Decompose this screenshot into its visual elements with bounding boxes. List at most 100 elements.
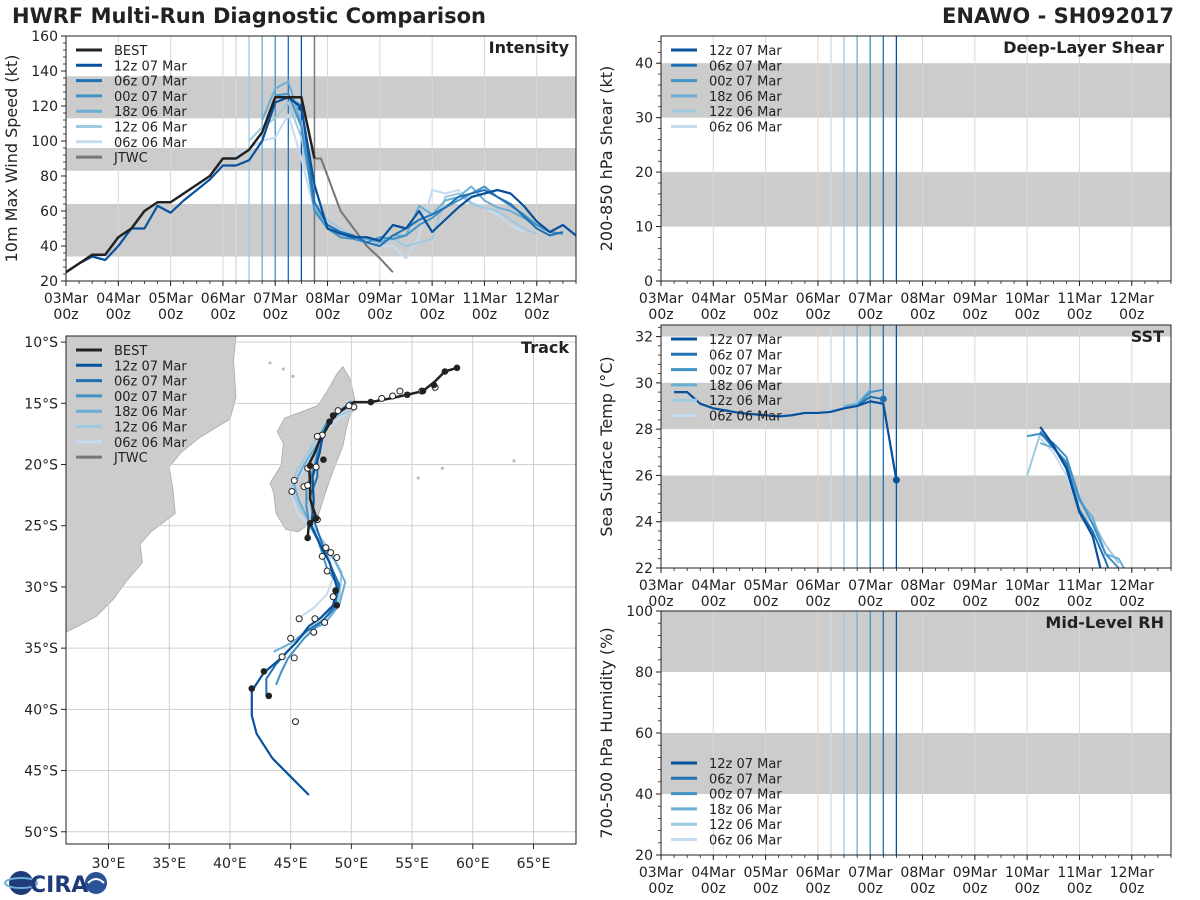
legend-label: 06z 06 Mar <box>709 834 782 849</box>
legend-label: 00z 07 Mar <box>709 364 782 379</box>
x-tick-label-hour: 00z <box>910 307 935 323</box>
x-tick-label-date: 09Mar <box>358 291 402 307</box>
island <box>416 476 420 480</box>
x-tick-label-date: 05Mar <box>743 578 787 594</box>
track-filled-marker <box>419 387 427 395</box>
x-tick-label-hour: 00z <box>701 881 726 897</box>
legend-label: 12z 06 Mar <box>114 421 187 436</box>
x-tick-label-date: 08Mar <box>900 578 944 594</box>
track-open-marker <box>378 394 386 402</box>
x-tick-label-hour: 00z <box>1015 594 1040 610</box>
track-filled-marker <box>306 462 314 470</box>
y-tick-label: 40 <box>40 239 58 255</box>
series-line-00z-07-mar <box>856 388 884 407</box>
y-tick-label: 30 <box>635 376 653 392</box>
y-axis-label: Sea Surface Temp (°C) <box>597 356 616 536</box>
legend-label: 18z 06 Mar <box>709 379 782 394</box>
y-tick-label: 0 <box>644 274 653 290</box>
cira-logo-swoosh <box>87 878 105 884</box>
series-line-12z-07-mar <box>250 401 355 796</box>
x-tick-label-hour: 00z <box>701 307 726 323</box>
x-tick-label-date: 07Mar <box>848 578 892 594</box>
legend-label: 12z 07 Mar <box>114 359 187 374</box>
legend-label: BEST <box>114 344 147 359</box>
y-tick-label: 100 <box>626 604 653 620</box>
x-tick-label-date: 04Mar <box>96 291 140 307</box>
x-tick-label-hour: 00z <box>858 307 883 323</box>
threshold-band <box>661 475 1171 522</box>
y-tick-label: 40°S <box>24 702 58 718</box>
threshold-band <box>661 325 1171 337</box>
panel-shear: 01020304003Mar00z04Mar00z05Mar00z06Mar00… <box>597 35 1172 323</box>
legend-label: 06z 06 Mar <box>114 136 187 151</box>
legend-label: 06z 07 Mar <box>709 348 782 363</box>
legend-label: 12z 06 Mar <box>709 105 782 120</box>
x-tick-label: 50°E <box>335 856 369 872</box>
x-tick-label-date: 08Mar <box>900 865 944 881</box>
legend-label: 06z 07 Mar <box>709 772 782 787</box>
x-tick-label-date: 09Mar <box>953 865 997 881</box>
x-tick-label: 65°E <box>517 856 551 872</box>
y-tick-label: 80 <box>635 665 653 681</box>
legend-label: 18z 06 Mar <box>709 90 782 105</box>
track-open-marker <box>322 544 330 552</box>
x-tick-label-date: 10Mar <box>410 291 454 307</box>
plot-area-intensity <box>66 36 576 281</box>
x-tick-label-hour: 00z <box>648 881 673 897</box>
panel-title: Track <box>521 338 569 357</box>
x-tick-label-date: 07Mar <box>848 865 892 881</box>
x-tick-label-hour: 00z <box>962 307 987 323</box>
x-tick-label-date: 06Mar <box>796 291 840 307</box>
legend-label: 18z 06 Mar <box>709 803 782 818</box>
axes-frame <box>660 324 1172 569</box>
track-open-marker <box>278 653 286 661</box>
x-tick-label-date: 11Mar <box>1057 865 1101 881</box>
x-tick-label-date: 11Mar <box>1057 291 1101 307</box>
x-tick-label-hour: 00z <box>420 307 445 323</box>
track-open-marker <box>295 615 303 623</box>
legend-label: JTWC <box>113 451 148 466</box>
panel-title: Mid-Level RH <box>1045 613 1164 632</box>
track-filled-marker <box>367 398 375 406</box>
legend-label: 18z 06 Mar <box>114 405 187 420</box>
y-tick-label: 15°S <box>24 396 58 412</box>
x-tick-label-date: 08Mar <box>900 291 944 307</box>
track-open-marker <box>290 476 298 484</box>
x-tick-label-hour: 00z <box>805 881 830 897</box>
island <box>281 367 285 371</box>
threshold-band <box>661 63 1171 118</box>
y-tick-label: 30 <box>635 111 653 127</box>
x-tick-label-date: 05Mar <box>743 291 787 307</box>
x-tick-label-hour: 00z <box>1119 307 1144 323</box>
x-tick-label-hour: 00z <box>962 594 987 610</box>
y-tick-label: 50°S <box>24 825 58 841</box>
x-tick-label-date: 12Mar <box>1110 291 1154 307</box>
x-tick-label-date: 03Mar <box>639 865 683 881</box>
track-open-marker <box>329 593 337 601</box>
x-tick-label-date: 06Mar <box>796 865 840 881</box>
x-tick-label-date: 04Mar <box>691 578 735 594</box>
x-tick-label-hour: 00z <box>524 307 549 323</box>
legend-label: 12z 06 Mar <box>709 394 782 409</box>
legend-label: 12z 06 Mar <box>114 121 187 136</box>
y-tick-label: 100 <box>31 134 58 150</box>
y-axis-label: 10m Max Wind Speed (kt) <box>2 55 21 263</box>
threshold-band <box>661 172 1171 227</box>
x-tick-label-date: 05Mar <box>148 291 192 307</box>
series-line-06z-07-mar <box>287 96 564 247</box>
x-tick-label-date: 09Mar <box>953 291 997 307</box>
x-tick-label-date: 06Mar <box>796 578 840 594</box>
series-line-12z-07-mar-b <box>1039 426 1102 568</box>
x-tick-label-date: 12Mar <box>515 291 559 307</box>
y-tick-label: 60 <box>635 726 653 742</box>
legend-label: 12z 07 Mar <box>709 757 782 772</box>
series-end-marker <box>879 395 887 403</box>
x-tick-label: 45°E <box>274 856 308 872</box>
legend-label: 06z 07 Mar <box>114 375 187 390</box>
track-open-marker <box>318 552 326 560</box>
x-tick-label-hour: 00z <box>1067 307 1092 323</box>
axes-frame <box>65 35 577 282</box>
series-line-12z-07-mar <box>66 96 576 274</box>
legend-label: JTWC <box>113 151 148 166</box>
track-open-marker <box>323 567 331 575</box>
